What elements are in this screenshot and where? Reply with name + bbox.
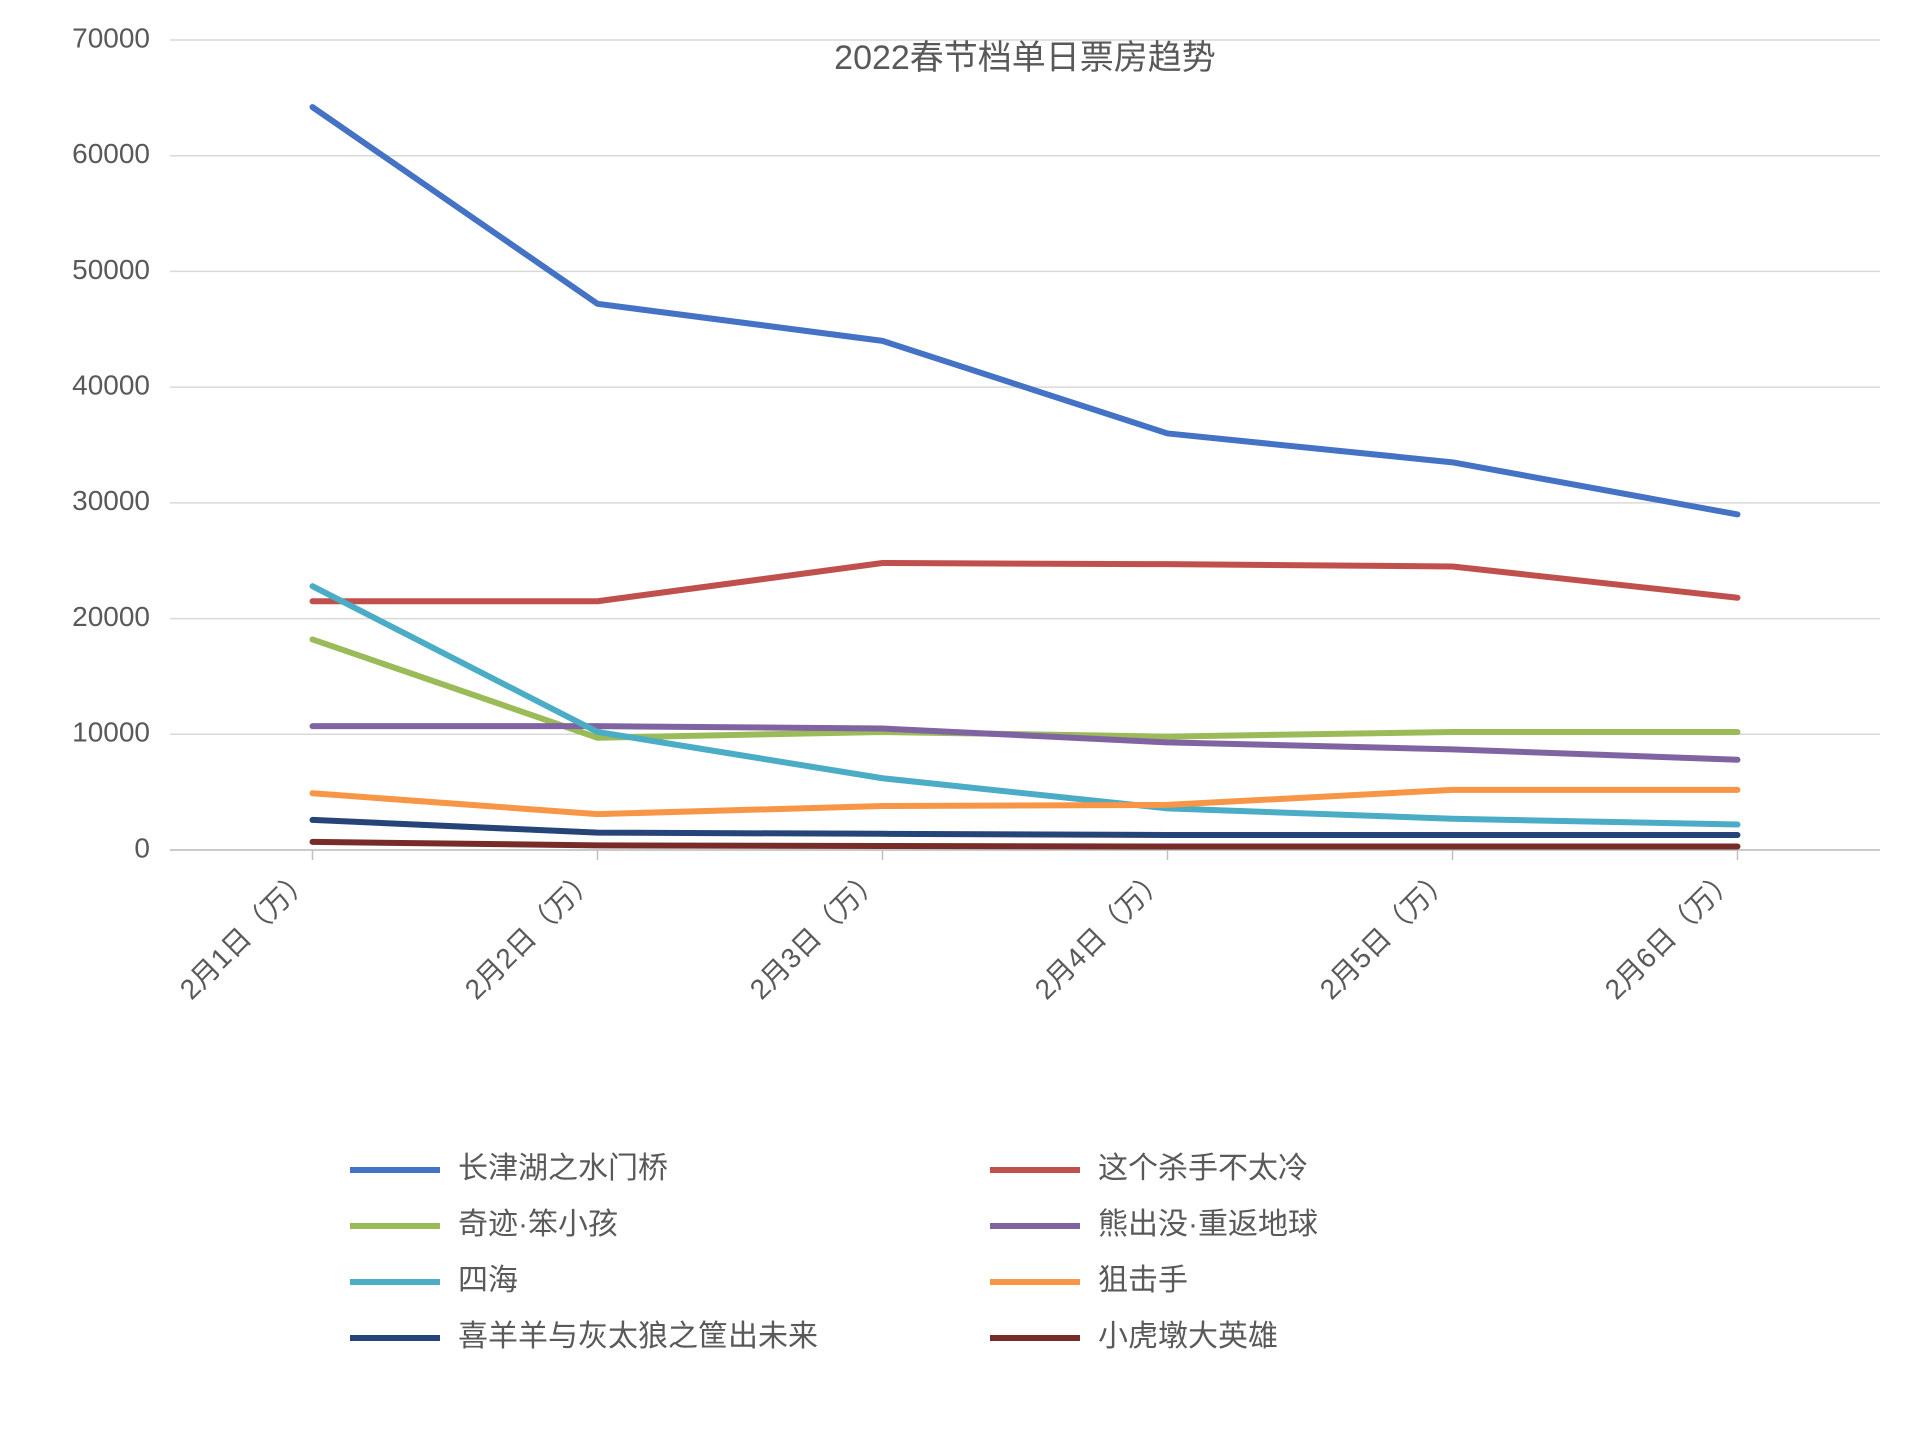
chart-title: 2022春节档单日票房趋势 <box>834 39 1216 77</box>
y-tick-label: 60000 <box>72 138 150 169</box>
legend-label: 四海 <box>458 1264 518 1297</box>
y-tick-label: 10000 <box>72 717 150 748</box>
line-chart: 0100002000030000400005000060000700002月1日… <box>0 0 1932 1440</box>
y-tick-label: 50000 <box>72 254 150 285</box>
legend-label: 熊出没·重返地球 <box>1098 1208 1318 1241</box>
legend-label: 喜羊羊与灰太狼之筐出未来 <box>458 1320 818 1353</box>
legend-label: 狙击手 <box>1098 1264 1188 1297</box>
y-tick-label: 20000 <box>72 601 150 632</box>
legend-label: 小虎墩大英雄 <box>1098 1320 1278 1353</box>
y-tick-label: 40000 <box>72 370 150 401</box>
chart-container: 0100002000030000400005000060000700002月1日… <box>0 0 1932 1440</box>
legend-label: 奇迹·笨小孩 <box>458 1208 618 1241</box>
legend-label: 长津湖之水门桥 <box>458 1152 668 1185</box>
y-tick-label: 30000 <box>72 485 150 516</box>
legend-label: 这个杀手不太冷 <box>1098 1152 1308 1185</box>
y-tick-label: 70000 <box>72 22 150 53</box>
y-tick-label: 0 <box>134 832 150 863</box>
